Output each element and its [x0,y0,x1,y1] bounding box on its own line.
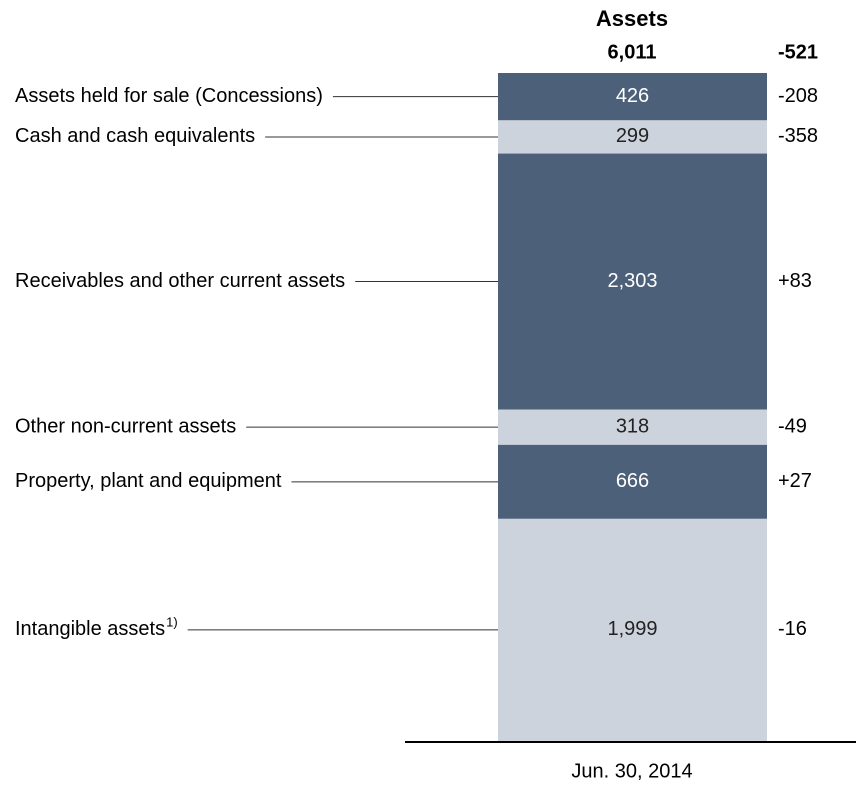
segment-name: Cash and cash equivalents [15,125,255,147]
change-label: -208 [778,85,818,107]
chart-title: Assets [596,6,668,31]
change-label: -16 [778,618,807,640]
segment-name: Receivables and other current assets [15,270,345,292]
segment-name: Assets held for sale (Concessions) [15,85,323,107]
total-change: -521 [778,41,818,63]
value-label: 299 [616,125,649,147]
segment-name: Property, plant and equipment [15,470,282,492]
bar-segment [498,444,767,519]
change-label: +27 [778,470,812,492]
value-label: 426 [616,85,649,107]
value-label: 2,303 [607,270,657,292]
x-tick-label: Jun. 30, 2014 [571,760,692,782]
change-label: +83 [778,270,812,292]
change-label: -49 [778,415,807,437]
segment-name: Other non-current assets [15,415,236,437]
value-label: 1,999 [607,618,657,640]
footnote-mark: 1) [166,614,178,629]
bar-segment [498,409,767,445]
segment-name: Intangible assets [15,618,165,640]
change-label: -358 [778,125,818,147]
bar-segment [498,518,767,741]
bar-segment [498,153,767,410]
value-label: 318 [616,415,649,437]
value-label: 666 [616,470,649,492]
bar-segment [498,120,767,154]
bar-segment [498,73,767,121]
total-label: 6,011 [608,41,657,63]
